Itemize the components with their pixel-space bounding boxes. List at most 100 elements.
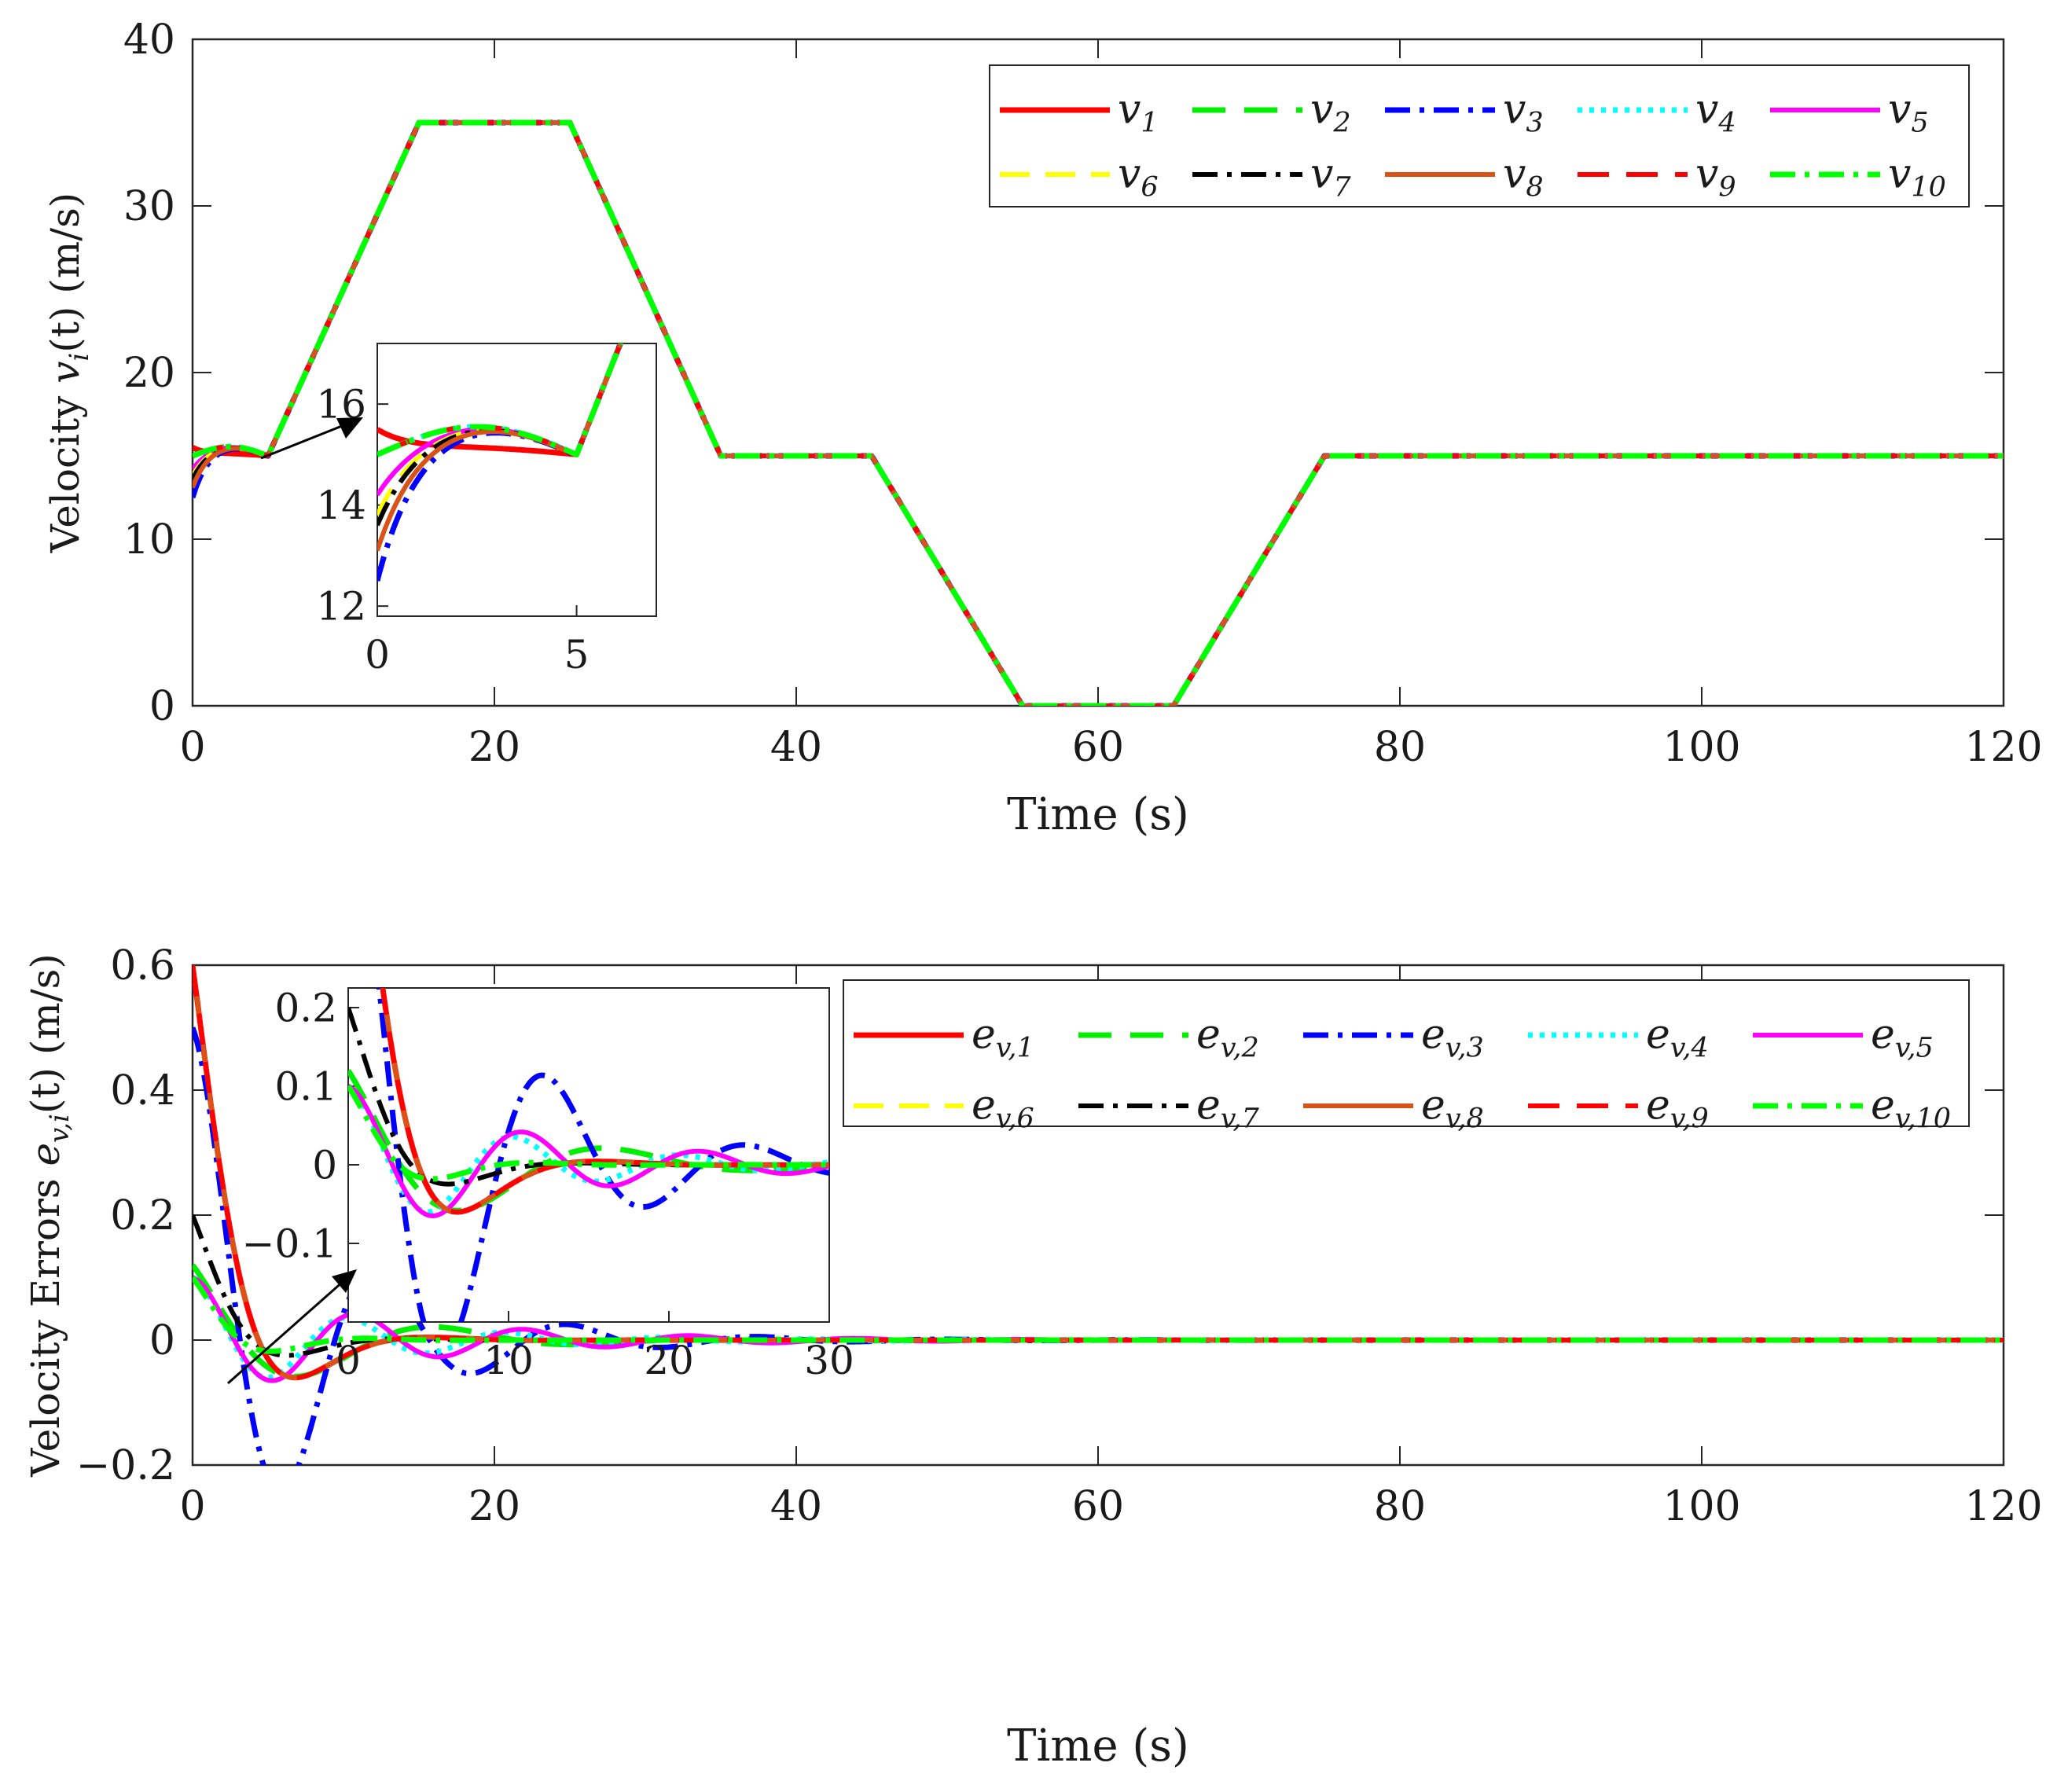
legend-item-8: ev,8: [1303, 1082, 1484, 1135]
y-tick-label: 0.6: [110, 942, 175, 990]
legend-label: ev,6: [972, 1082, 1034, 1135]
x-tick-label: 60: [1072, 724, 1124, 771]
x-tick-label: 5: [564, 632, 590, 678]
y-tick-label: 12: [316, 584, 366, 630]
x-tick-label: 0: [179, 724, 205, 771]
inset-series-group: [348, 988, 829, 1322]
y-tick-label: 14: [316, 483, 366, 528]
legend: v1 v2 v3 v4 v5 v6 v7 v8 v9 v10: [989, 64, 1970, 207]
series-v9: [193, 120, 2004, 706]
y-tick-label: 0.2: [274, 986, 337, 1031]
legend-label: v3: [1503, 86, 1544, 139]
inset-area: [347, 987, 830, 1323]
legend-label: ev,3: [1421, 1012, 1484, 1064]
inset-series-e-v-3: [376, 988, 829, 1322]
legend-item-5: v5: [1770, 86, 1929, 139]
legend-item-3: ev,3: [1303, 1012, 1484, 1064]
x-axis-title: Time (s): [1007, 789, 1189, 840]
x-tick-label: 20: [644, 1338, 694, 1383]
legend-label: v6: [1118, 151, 1159, 204]
legend-item-9: ev,9: [1528, 1082, 1709, 1135]
legend-label: v2: [1310, 86, 1351, 139]
legend-label: v5: [1888, 86, 1929, 139]
legend-label: v9: [1695, 151, 1736, 204]
x-tick-label: 120: [1964, 1483, 2042, 1530]
legend-item-8: v8: [1385, 151, 1544, 204]
inset-series-v10: [377, 343, 624, 457]
legend-item-4: ev,4: [1528, 1012, 1709, 1064]
x-tick-label: 20: [468, 1483, 520, 1530]
legend-item-3: v3: [1385, 86, 1544, 139]
legend-label: v7: [1310, 151, 1351, 204]
legend-label: ev,8: [1421, 1082, 1484, 1135]
x-tick-label: 30: [804, 1338, 854, 1383]
svg-text:Velocity Errors ev,i(t) (m/s): Velocity Errors ev,i(t) (m/s): [23, 953, 75, 1478]
legend-item-10: v10: [1770, 151, 1946, 204]
y-tick-label: −0.1: [242, 1221, 337, 1267]
legend-label: ev,10: [1871, 1082, 1951, 1135]
legend-item-2: ev,2: [1078, 1012, 1259, 1064]
x-tick-label: 0: [179, 1483, 205, 1530]
legend-item-7: ev,7: [1078, 1082, 1260, 1135]
y-tick-label: 40: [123, 17, 175, 64]
x-tick-label: 40: [770, 1483, 822, 1530]
series-group: [193, 119, 2004, 706]
y-tick-label: 20: [123, 350, 175, 397]
inset-ticks: 0 10 20 30 −0.1 0 0.1 0.2: [242, 986, 854, 1384]
zoom-inset: 0 10 20 30 −0.1 0 0.1 0.2: [242, 986, 854, 1384]
legend-label: ev,9: [1646, 1082, 1709, 1135]
x-tick-label: 100: [1662, 1483, 1740, 1530]
x-tick-label: 120: [1964, 724, 2042, 771]
x-tick-label: 100: [1662, 724, 1740, 771]
x-tick-label: 20: [468, 724, 520, 771]
y-tick-label: 0.1: [274, 1064, 337, 1110]
inset-series-e-v-10: [348, 1085, 829, 1182]
x-tick-label: 60: [1072, 1483, 1124, 1530]
y-tick-label: 0.4: [110, 1067, 175, 1114]
legend-box: [843, 979, 1970, 1127]
svg-text:Velocity vi(t) (m/s): Velocity vi(t) (m/s): [42, 193, 95, 554]
x-tick-label: 0: [365, 632, 390, 678]
inset-series-group: [377, 343, 624, 582]
y-tick-label: 30: [123, 183, 175, 230]
legend-label: ev,2: [1196, 1012, 1259, 1064]
legend-label: v8: [1503, 151, 1544, 204]
y-tick-label: 0: [149, 683, 175, 730]
legend-item-4: v4: [1578, 86, 1736, 139]
series-group: [193, 965, 2004, 1465]
x-tick-label: 80: [1374, 1483, 1426, 1530]
zoom-arrow: [227, 1269, 357, 1385]
legend-item-1: v1: [1000, 86, 1159, 139]
y-tick-label: 0: [312, 1143, 337, 1188]
x-tick-label: 40: [770, 724, 822, 771]
legend-item-2: v2: [1192, 86, 1351, 139]
legend-label: v4: [1695, 86, 1736, 139]
inset-series-e-v-4: [348, 1083, 829, 1215]
legend-label: ev,4: [1646, 1012, 1709, 1064]
y-tick-label: 0: [149, 1317, 175, 1364]
legend-label: ev,7: [1196, 1082, 1260, 1135]
legend-item-7: v7: [1192, 151, 1351, 204]
x-tick-label: 80: [1374, 724, 1426, 771]
legend-item-6: v6: [1000, 151, 1159, 204]
x-tick-label: 0: [336, 1338, 361, 1383]
x-axis-title: Time (s): [1007, 1720, 1189, 1772]
legend-box: [989, 64, 1970, 207]
legend-item-6: ev,6: [854, 1082, 1034, 1135]
zoom-arrow: [260, 417, 363, 460]
x-tick-label: 10: [483, 1338, 534, 1383]
legend-item-10: ev,10: [1753, 1082, 1951, 1135]
y-tick-label: 10: [123, 516, 175, 564]
y-axis-title: Velocity vi(t) (m/s): [42, 193, 95, 554]
velocity-error-chart: 0 20 40 60 80 100 120−0.200.20.40.6 Velocity E…: [23, 942, 2043, 1772]
inset-area: [377, 343, 657, 617]
axis-ticks: 0 20 40 60 80 100 120−0.200.20.40.6: [76, 942, 2043, 1530]
legend-label: v10: [1888, 151, 1946, 204]
legend-label: ev,5: [1871, 1012, 1934, 1064]
series-e-v-10: [193, 1276, 2004, 1354]
legend-item-1: ev,1: [854, 1012, 1034, 1064]
